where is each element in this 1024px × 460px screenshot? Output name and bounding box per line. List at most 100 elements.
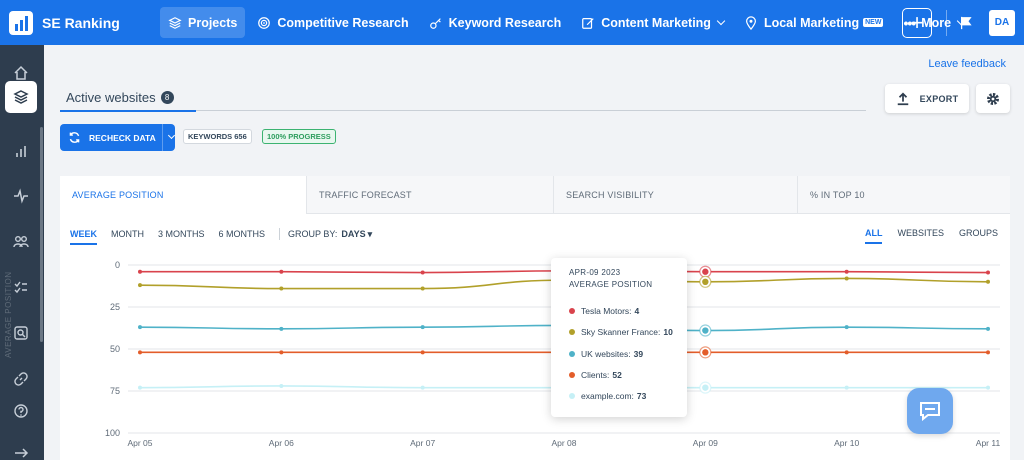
tab-average-position[interactable]: AVERAGE POSITION bbox=[60, 176, 307, 214]
leave-feedback-link[interactable]: Leave feedback bbox=[928, 58, 1006, 70]
sidebar-item-rankings[interactable] bbox=[5, 135, 37, 167]
logo-icon bbox=[9, 10, 33, 35]
data-point bbox=[420, 270, 425, 275]
period-month[interactable]: MONTH bbox=[111, 229, 144, 239]
nav-label: Competitive Research bbox=[277, 15, 409, 30]
edit-icon bbox=[582, 17, 594, 29]
tab-active-websites[interactable]: Active websites 8 bbox=[60, 84, 196, 112]
tabs-divider bbox=[196, 110, 866, 111]
data-point bbox=[420, 385, 425, 390]
tooltip-series-name: Clients: bbox=[581, 370, 610, 380]
data-point bbox=[702, 327, 709, 334]
view-selector: ALL WEBSITES GROUPS bbox=[850, 228, 998, 244]
tab-label: Active websites bbox=[66, 89, 156, 105]
sidebar-scrollbar[interactable] bbox=[40, 127, 43, 342]
tab-percent-in-top-10[interactable]: % IN TOP 10 bbox=[810, 190, 865, 200]
x-tick-label: Apr 07 bbox=[410, 438, 435, 448]
chat-button[interactable] bbox=[907, 388, 953, 434]
sidebar-item-analytics[interactable] bbox=[5, 180, 37, 212]
sidebar-item-competitors[interactable] bbox=[5, 225, 37, 257]
pulse-icon bbox=[14, 188, 28, 204]
period-selector: WEEK MONTH 3 MONTHS 6 MONTHS GROUP BY: D… bbox=[70, 228, 373, 245]
y-tick-label: 25 bbox=[110, 302, 120, 312]
help-icon bbox=[14, 404, 28, 418]
period-3-months[interactable]: 3 MONTHS bbox=[158, 229, 205, 239]
nav-item-competitive-research[interactable]: Competitive Research bbox=[249, 7, 416, 38]
tooltip-series-name: Tesla Motors: bbox=[581, 306, 632, 316]
flag-icon[interactable] bbox=[959, 16, 973, 30]
nav-label: Projects bbox=[188, 15, 238, 30]
dots-icon: ••• bbox=[903, 14, 916, 31]
tooltip-row: UK websites: 39 bbox=[569, 349, 643, 359]
tab-traffic-forecast[interactable]: TRAFFIC FORECAST bbox=[307, 176, 554, 214]
view-all[interactable]: ALL bbox=[864, 228, 883, 244]
sidebar-item-expand[interactable] bbox=[5, 437, 37, 460]
period-6-months[interactable]: 6 MONTHS bbox=[218, 229, 266, 239]
settings-button[interactable] bbox=[976, 84, 1010, 113]
tooltip-series-name: example.com: bbox=[581, 391, 634, 401]
recheck-data-button[interactable]: RECHECK DATA bbox=[60, 124, 175, 151]
data-point bbox=[138, 350, 142, 355]
add-button[interactable]: + bbox=[902, 7, 932, 38]
tab-search-visibility[interactable]: SEARCH VISIBILITY bbox=[554, 176, 798, 214]
sidebar-item-home[interactable] bbox=[5, 57, 37, 89]
nav-item-projects[interactable]: Projects bbox=[160, 7, 246, 38]
data-point bbox=[420, 286, 425, 291]
data-point bbox=[702, 278, 709, 285]
nav-label: Keyword Research bbox=[448, 15, 562, 30]
nav-item-local-marketing[interactable]: Local Marketing NEW bbox=[736, 7, 892, 38]
layers-icon bbox=[13, 90, 29, 104]
key-icon bbox=[429, 17, 441, 29]
upload-icon bbox=[897, 92, 908, 105]
new-badge: NEW bbox=[863, 18, 884, 27]
view-groups[interactable]: GROUPS bbox=[958, 228, 998, 238]
data-point bbox=[702, 268, 709, 275]
tooltip-series-name: UK websites: bbox=[581, 349, 631, 359]
nav-item-more[interactable]: ••• More bbox=[895, 7, 972, 38]
sidebar-item-projects[interactable] bbox=[5, 81, 37, 113]
gear-icon bbox=[987, 92, 999, 105]
x-tick-label: Apr 10 bbox=[834, 438, 859, 448]
sidebar-item-audit[interactable] bbox=[5, 271, 37, 303]
data-point bbox=[138, 269, 142, 274]
period-week[interactable]: WEEK bbox=[70, 229, 97, 245]
sidebar bbox=[0, 45, 44, 460]
export-button[interactable]: EXPORT bbox=[885, 84, 969, 113]
brand[interactable]: SE Ranking bbox=[0, 10, 160, 35]
count-badge: 8 bbox=[160, 90, 174, 104]
legend-dot bbox=[569, 351, 575, 357]
export-label: EXPORT bbox=[919, 93, 959, 104]
data-point bbox=[986, 350, 990, 355]
group-by-select[interactable]: DAYS ▾ bbox=[341, 228, 373, 239]
data-point bbox=[986, 326, 990, 331]
data-point bbox=[279, 286, 284, 291]
chat-icon bbox=[920, 402, 940, 421]
sidebar-item-search[interactable] bbox=[5, 317, 37, 349]
link-icon bbox=[14, 372, 28, 386]
tooltip-row: Tesla Motors: 4 bbox=[569, 306, 639, 316]
checklist-icon bbox=[14, 281, 27, 294]
data-point bbox=[844, 269, 849, 274]
view-websites[interactable]: WEBSITES bbox=[897, 228, 944, 238]
tooltip-series-value: 4 bbox=[634, 306, 640, 316]
tooltip-row: Clients: 52 bbox=[569, 370, 622, 380]
main-nav: Projects Competitive Research Keyword Re… bbox=[160, 0, 976, 45]
sidebar-item-backlinks[interactable] bbox=[5, 363, 37, 395]
legend-dot bbox=[569, 372, 575, 378]
y-axis-title: AVERAGE POSITION bbox=[4, 271, 13, 358]
tooltip-row: Sky Skanner France: 10 bbox=[569, 327, 673, 337]
x-tick-label: Apr 09 bbox=[693, 438, 718, 448]
legend-dot bbox=[569, 393, 575, 399]
data-point bbox=[279, 326, 284, 331]
recheck-label: RECHECK DATA bbox=[89, 132, 156, 143]
home-icon bbox=[14, 65, 28, 80]
avatar[interactable]: DA bbox=[989, 9, 1015, 36]
data-point bbox=[986, 385, 990, 390]
nav-item-content-marketing[interactable]: Content Marketing bbox=[573, 7, 732, 38]
sidebar-item-help[interactable] bbox=[5, 395, 37, 427]
legend-dot bbox=[569, 329, 575, 335]
layers-icon bbox=[168, 16, 182, 29]
nav-item-keyword-research[interactable]: Keyword Research bbox=[421, 7, 570, 38]
data-point bbox=[138, 283, 142, 288]
data-point bbox=[420, 325, 425, 330]
